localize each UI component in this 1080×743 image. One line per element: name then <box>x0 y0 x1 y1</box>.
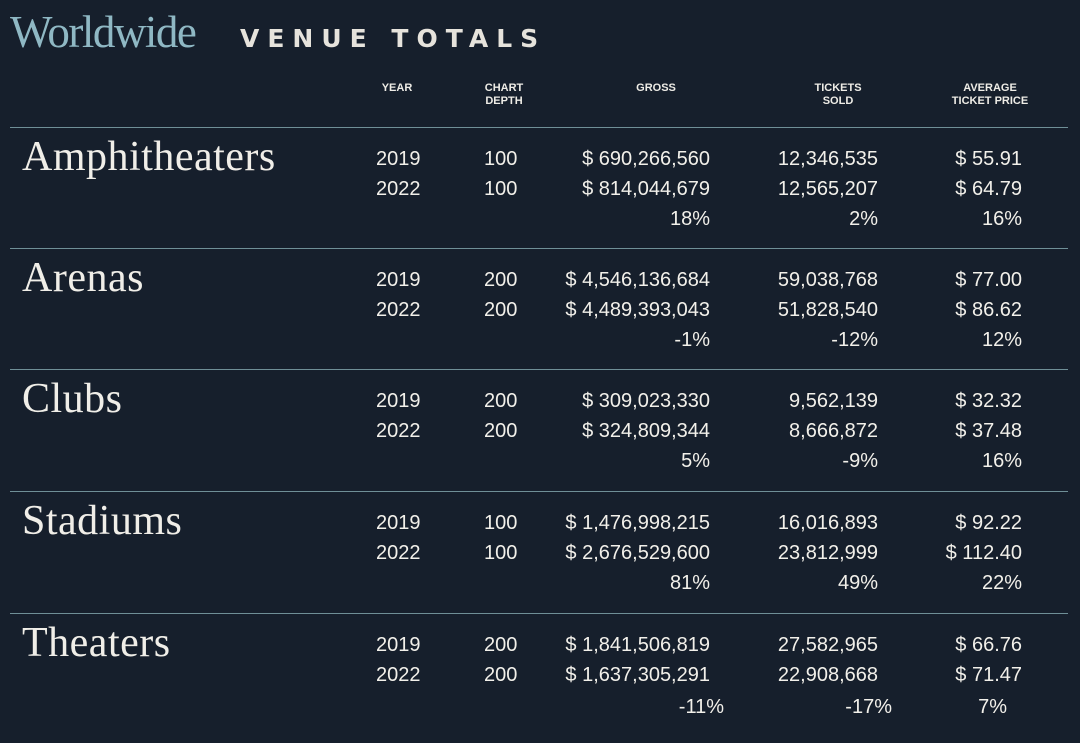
tickets-change-cell: 2% <box>849 208 878 230</box>
section-divider <box>10 127 1068 128</box>
avg-ticket-price-cell: $ 64.79 <box>955 178 1022 200</box>
gross-cell: $ 4,546,136,684 <box>565 269 710 291</box>
venue-name: Stadiums <box>22 498 183 544</box>
avg-ticket-price-change-cell: 12% <box>981 329 1022 351</box>
avg-ticket-price-cell: $ 32.32 <box>955 390 1022 412</box>
gross-cell: $ 1,476,998,215 <box>565 512 710 534</box>
section-divider <box>10 613 1068 614</box>
avg-ticket-price-change-cell: 16% <box>981 208 1022 230</box>
gross-cell: $ 309,023,330 <box>582 390 710 412</box>
col-header-chart-depth: CHART DEPTH <box>484 82 524 107</box>
tickets-sold-cell: 27,582,965 <box>777 634 878 656</box>
section-divider <box>10 248 1068 249</box>
chart-depth-cell: 200 <box>484 420 518 442</box>
gross-cell: $ 4,489,393,043 <box>565 299 710 321</box>
year-cell: 2019 <box>376 512 421 534</box>
year-cell: 2019 <box>376 390 421 412</box>
tickets-change-cell: -17% <box>845 696 892 718</box>
chart-depth-cell: 100 <box>484 542 518 564</box>
avg-ticket-price-change-cell: 22% <box>981 572 1022 594</box>
chart-depth-cell: 200 <box>484 664 518 686</box>
tickets-change-cell: 49% <box>837 572 878 594</box>
chart-depth-cell: 200 <box>484 299 518 321</box>
tickets-sold-cell: 51,828,540 <box>777 299 878 321</box>
gross-cell: $ 1,841,506,819 <box>565 634 710 656</box>
avg-ticket-price-change-cell: 7% <box>978 696 1007 718</box>
avg-ticket-price-cell: $ 92.22 <box>955 512 1022 534</box>
gross-cell: $ 2,676,529,600 <box>565 542 710 564</box>
tickets-sold-cell: 59,038,768 <box>777 269 878 291</box>
chart-depth-cell: 100 <box>484 512 518 534</box>
venue-name: Arenas <box>22 255 144 301</box>
avg-ticket-price-cell: $ 77.00 <box>955 269 1022 291</box>
year-cell: 2022 <box>376 420 421 442</box>
gross-change-cell: 81% <box>669 572 710 594</box>
avg-ticket-price-cell: $ 37.48 <box>955 420 1022 442</box>
year-cell: 2022 <box>376 542 421 564</box>
page-title-script: Worldwide <box>10 7 197 57</box>
col-header-gross: GROSS <box>636 82 676 94</box>
gross-cell: $ 690,266,560 <box>582 148 710 170</box>
tickets-change-cell: -9% <box>842 450 878 472</box>
section-divider <box>10 491 1068 492</box>
chart-depth-cell: 100 <box>484 148 518 170</box>
col-header-year: YEAR <box>381 82 413 94</box>
col-header-tickets-sold: TICKETS SOLD <box>814 82 862 107</box>
tickets-sold-cell: 22,908,668 <box>777 664 878 686</box>
gross-change-cell: 5% <box>681 450 710 472</box>
avg-ticket-price-cell: $ 112.40 <box>945 542 1022 564</box>
avg-ticket-price-cell: $ 55.91 <box>955 148 1022 170</box>
tickets-sold-cell: 16,016,893 <box>777 512 878 534</box>
gross-cell: $ 324,809,344 <box>582 420 710 442</box>
avg-ticket-price-change-cell: 16% <box>981 450 1022 472</box>
year-cell: 2022 <box>376 664 421 686</box>
tickets-change-cell: -12% <box>831 329 878 351</box>
year-cell: 2019 <box>376 148 421 170</box>
gross-cell: $ 814,044,679 <box>582 178 710 200</box>
avg-ticket-price-cell: $ 71.47 <box>955 664 1022 686</box>
page-title-caps: VENUE TOTALS <box>240 24 547 53</box>
venue-name: Clubs <box>22 376 123 422</box>
year-cell: 2019 <box>376 634 421 656</box>
venue-name: Amphitheaters <box>22 134 276 180</box>
chart-depth-cell: 200 <box>484 634 518 656</box>
chart-depth-cell: 100 <box>484 178 518 200</box>
gross-cell: $ 1,637,305,291 <box>565 664 710 686</box>
gross-change-cell: -11% <box>678 696 724 718</box>
avg-ticket-price-cell: $ 66.76 <box>955 634 1022 656</box>
gross-change-cell: 18% <box>669 208 710 230</box>
year-cell: 2022 <box>376 299 421 321</box>
tickets-sold-cell: 23,812,999 <box>777 542 878 564</box>
venue-name: Theaters <box>22 620 171 666</box>
tickets-sold-cell: 12,565,207 <box>777 178 878 200</box>
tickets-sold-cell: 12,346,535 <box>777 148 878 170</box>
tickets-sold-cell: 8,666,872 <box>789 420 878 442</box>
avg-ticket-price-cell: $ 86.62 <box>955 299 1022 321</box>
gross-change-cell: -1% <box>674 329 710 351</box>
year-cell: 2022 <box>376 178 421 200</box>
col-header-average-ticket-price: AVERAGE TICKET PRICE <box>951 82 1029 107</box>
year-cell: 2019 <box>376 269 421 291</box>
tickets-sold-cell: 9,562,139 <box>789 390 878 412</box>
chart-depth-cell: 200 <box>484 269 518 291</box>
section-divider <box>10 369 1068 370</box>
chart-depth-cell: 200 <box>484 390 518 412</box>
